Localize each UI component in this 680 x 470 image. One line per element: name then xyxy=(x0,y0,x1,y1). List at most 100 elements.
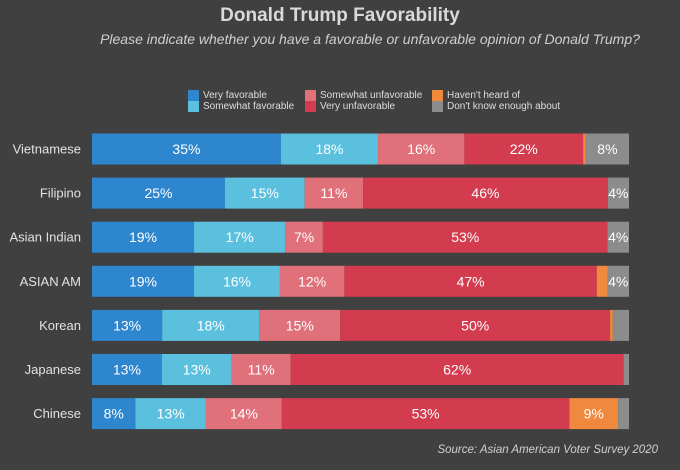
bar-segment xyxy=(569,398,619,430)
legend-swatch xyxy=(305,101,316,112)
bar-segment xyxy=(612,309,629,341)
data-label: 8% xyxy=(597,141,617,157)
legend-label: Very favorable xyxy=(203,90,267,101)
bar-segment xyxy=(92,309,163,341)
bar-segment xyxy=(344,265,597,297)
bar-segment xyxy=(231,354,291,385)
legend-swatch xyxy=(432,101,443,112)
data-label: 46% xyxy=(471,185,499,201)
category-label: Korean xyxy=(39,318,81,333)
data-label: 22% xyxy=(510,141,538,157)
legend-label: Don't know enough about xyxy=(447,101,561,112)
bar-segment xyxy=(92,177,225,209)
bar-segment xyxy=(194,265,280,297)
legend-swatch xyxy=(188,101,199,112)
legend-item-somewhat-favorable: Somewhat favorable xyxy=(188,101,294,113)
category-label: Chinese xyxy=(33,406,81,421)
data-label: 15% xyxy=(286,317,314,333)
bar-segment xyxy=(618,398,629,430)
bar-segment xyxy=(304,177,364,209)
bar-segment xyxy=(340,309,611,341)
bar-segment xyxy=(281,398,570,430)
bar-segment xyxy=(623,354,629,385)
data-label: 8% xyxy=(104,406,124,422)
category-label: Filipino xyxy=(40,186,81,201)
data-label: 9% xyxy=(584,406,604,422)
data-label: 18% xyxy=(197,317,225,333)
legend-label: Somewhat favorable xyxy=(203,101,295,112)
data-label: 12% xyxy=(298,273,326,289)
bar-segment xyxy=(363,177,608,209)
data-label: 53% xyxy=(451,229,479,245)
data-label: 13% xyxy=(183,362,211,378)
bar-segment xyxy=(92,133,281,165)
category-label: ASIAN AM xyxy=(20,274,81,289)
bar-segment xyxy=(135,398,206,430)
bar-segment xyxy=(322,221,608,253)
bar-segment xyxy=(161,354,232,385)
data-label: 14% xyxy=(230,406,258,422)
data-label: 4% xyxy=(608,229,628,245)
bar-segment xyxy=(92,221,195,253)
data-label: 19% xyxy=(129,229,157,245)
category-label: Japanese xyxy=(25,362,81,377)
bar-segment xyxy=(279,265,345,297)
chart-source: Source: Asian American Voter Survey 2020 xyxy=(437,444,658,456)
data-label: 17% xyxy=(226,229,254,245)
data-label: 13% xyxy=(113,362,141,378)
bar-segment xyxy=(585,133,629,165)
data-label: 7% xyxy=(294,229,314,245)
data-label: 13% xyxy=(113,317,141,333)
bar-segment xyxy=(378,133,465,165)
data-label: 16% xyxy=(407,141,435,157)
data-label: 16% xyxy=(223,273,251,289)
legend-label: Somewhat unfavorable xyxy=(320,90,423,101)
legend-swatch xyxy=(188,90,199,101)
data-label: 53% xyxy=(412,406,440,422)
bar-segment xyxy=(92,265,195,297)
bar-segment xyxy=(607,221,629,253)
legend-label: Haven't heard of xyxy=(447,90,521,101)
data-label: 18% xyxy=(315,141,343,157)
bar-segment xyxy=(583,133,586,165)
bar-segment xyxy=(610,309,613,341)
data-label: 35% xyxy=(172,141,200,157)
bar-segment xyxy=(607,265,629,297)
data-label: 15% xyxy=(251,185,279,201)
bar-segment xyxy=(596,265,608,297)
legend-item-dont-know-enough: Don't know enough about xyxy=(432,101,560,113)
bar-segment xyxy=(607,177,629,209)
legend-item-somewhat-unfavorable: Somewhat unfavorable xyxy=(305,90,422,102)
bar-segment xyxy=(224,177,305,209)
legend-swatch xyxy=(305,90,316,101)
bar-segment xyxy=(259,309,341,341)
bar-segment xyxy=(205,398,282,430)
data-label: 13% xyxy=(157,406,185,422)
bar-segment xyxy=(280,133,379,165)
legend-swatch xyxy=(432,90,443,101)
chart-title: Donald Trump Favorability xyxy=(220,5,460,26)
data-label: 11% xyxy=(248,362,275,378)
bar-segment xyxy=(92,398,136,430)
data-label: 62% xyxy=(443,362,471,378)
data-label: 19% xyxy=(129,273,157,289)
legend-item-very-favorable: Very favorable xyxy=(188,90,267,102)
chart-subtitle: Please indicate whether you have a favor… xyxy=(100,31,640,47)
category-label: Vietnamese xyxy=(13,142,81,157)
data-label: 25% xyxy=(144,185,172,201)
bar-segment xyxy=(464,133,584,165)
bar-segment xyxy=(162,309,260,341)
legend-item-havent-heard-of: Haven't heard of xyxy=(432,90,520,102)
data-label: 4% xyxy=(608,273,628,289)
data-label: 4% xyxy=(608,185,628,201)
data-label: 47% xyxy=(457,273,485,289)
category-label: Asian Indian xyxy=(9,230,81,245)
data-label: 50% xyxy=(461,317,489,333)
legend-label: Very unfavorable xyxy=(320,101,396,112)
bar-segment xyxy=(285,221,323,253)
legend-item-very-unfavorable: Very unfavorable xyxy=(305,101,395,113)
bar-segment xyxy=(290,354,624,385)
bar-segment xyxy=(194,221,286,253)
